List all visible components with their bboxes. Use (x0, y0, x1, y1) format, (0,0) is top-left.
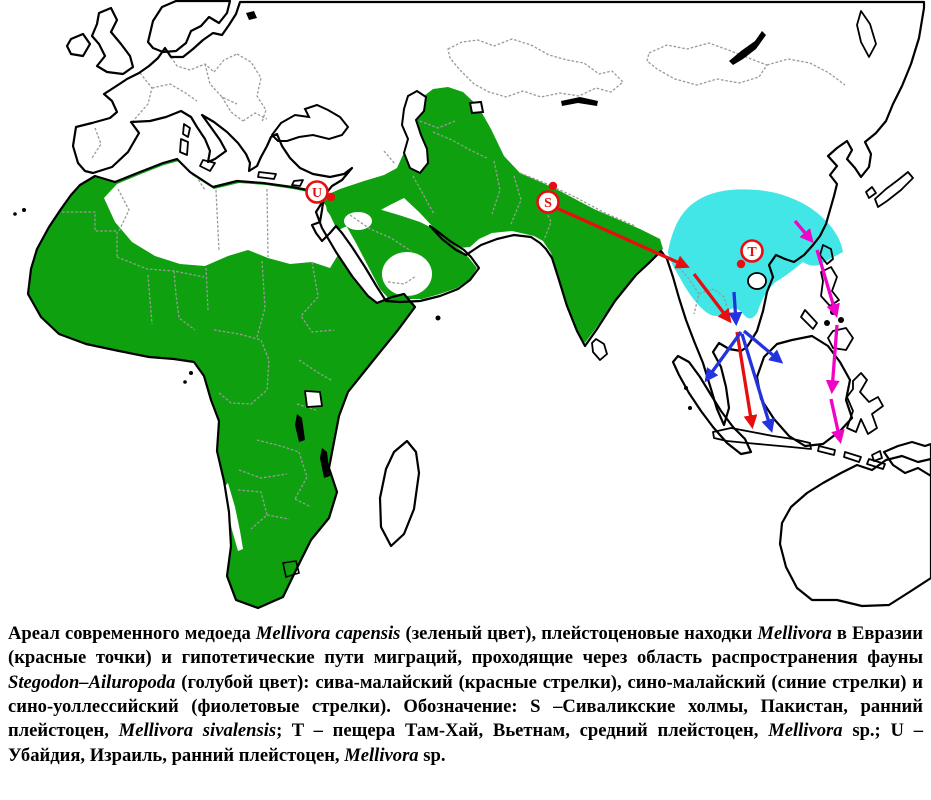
empty-quarter-gap (382, 252, 432, 296)
caption-segment: Ареал современного медоеда (8, 623, 256, 644)
caption-italic-segment: Mellivora (768, 720, 843, 742)
route-sino-malay-arrow (728, 291, 743, 327)
caption-segment: в Евразии (красные точки) и гипотетическ… (8, 623, 923, 669)
caption-italic-segment: Mellivora sivalensis (118, 720, 277, 742)
namib-gap (225, 483, 243, 551)
aral-sea (468, 100, 485, 115)
gulf-guinea-island (189, 371, 193, 375)
world-map: S T U (13, 0, 931, 610)
route-sino-malay-arrow (704, 331, 743, 383)
route-sino-wallacean-arrow (829, 398, 845, 445)
hainan-island (747, 272, 767, 290)
black-sea (270, 103, 350, 142)
site-marker-ring-U (305, 180, 329, 204)
route-sino-malay-arrow (740, 333, 775, 433)
lake-victoria (304, 390, 323, 408)
site-marker-letter-U: U (312, 186, 322, 201)
inland-seas (270, 89, 485, 175)
route-siva-malay-arrow (551, 204, 690, 269)
australia-landmass (780, 456, 931, 606)
site-markers-layer: S T U (305, 180, 764, 269)
route-sino-wallacean-arrow (815, 249, 840, 318)
site-marker-letter-S: S (544, 196, 552, 211)
caption-italic-segment: Mellivora (344, 744, 419, 766)
lake-balkhash (561, 97, 598, 106)
migration-routes-layer (551, 204, 845, 445)
caption-segment: sp.; U – Убайдия, Израиль, ранний плейст… (8, 720, 923, 766)
lesotho-outline (282, 560, 300, 579)
route-sino-malay-arrow (742, 329, 784, 364)
caption-italic-segment: Mellivora (757, 623, 832, 644)
coastline-layer (26, 0, 931, 610)
map-svg: S T U (13, 0, 931, 610)
route-siva-malay-arrow (692, 273, 732, 324)
canary-island (22, 208, 26, 212)
caption-italic-segment: Mellivora capensis (255, 623, 401, 644)
lake-ladoga (246, 11, 257, 20)
caption-segment: sp. (418, 744, 446, 766)
find-dot-U (326, 192, 336, 202)
route-sino-wallacean-arrow (825, 324, 840, 395)
figure-caption: Ареал современного медоеда Mellivora cap… (0, 618, 931, 768)
caption-italic-segment: Stegodon–Ailuropoda (8, 671, 176, 693)
caption-segment: ; T – пещера Там-Хай, Вьетнам, средний п… (276, 720, 769, 742)
caspian-sea (400, 89, 430, 175)
caption-segment: (зеленый цвет), плейстоценовые находки (400, 623, 758, 644)
lake-tanganyika (295, 414, 305, 442)
site-marker-ring-T (740, 239, 764, 263)
lakes-layer (13, 11, 844, 478)
lake-baikal (729, 31, 766, 65)
route-sino-wallacean-arrow (793, 219, 814, 244)
kerala-gap (567, 321, 583, 347)
route-siva-malay-arrow (735, 331, 758, 430)
site-marker-ring-S (536, 190, 560, 214)
find-dot-S (548, 181, 558, 191)
caption-segment: (голубой цвет): сива-малайский (красные … (8, 671, 923, 742)
find-dot-T (736, 259, 746, 269)
socotra-island (435, 315, 441, 321)
site-marker-letter-T: T (747, 245, 757, 260)
sahara-gap (104, 161, 341, 268)
lake-malawi (320, 448, 330, 478)
